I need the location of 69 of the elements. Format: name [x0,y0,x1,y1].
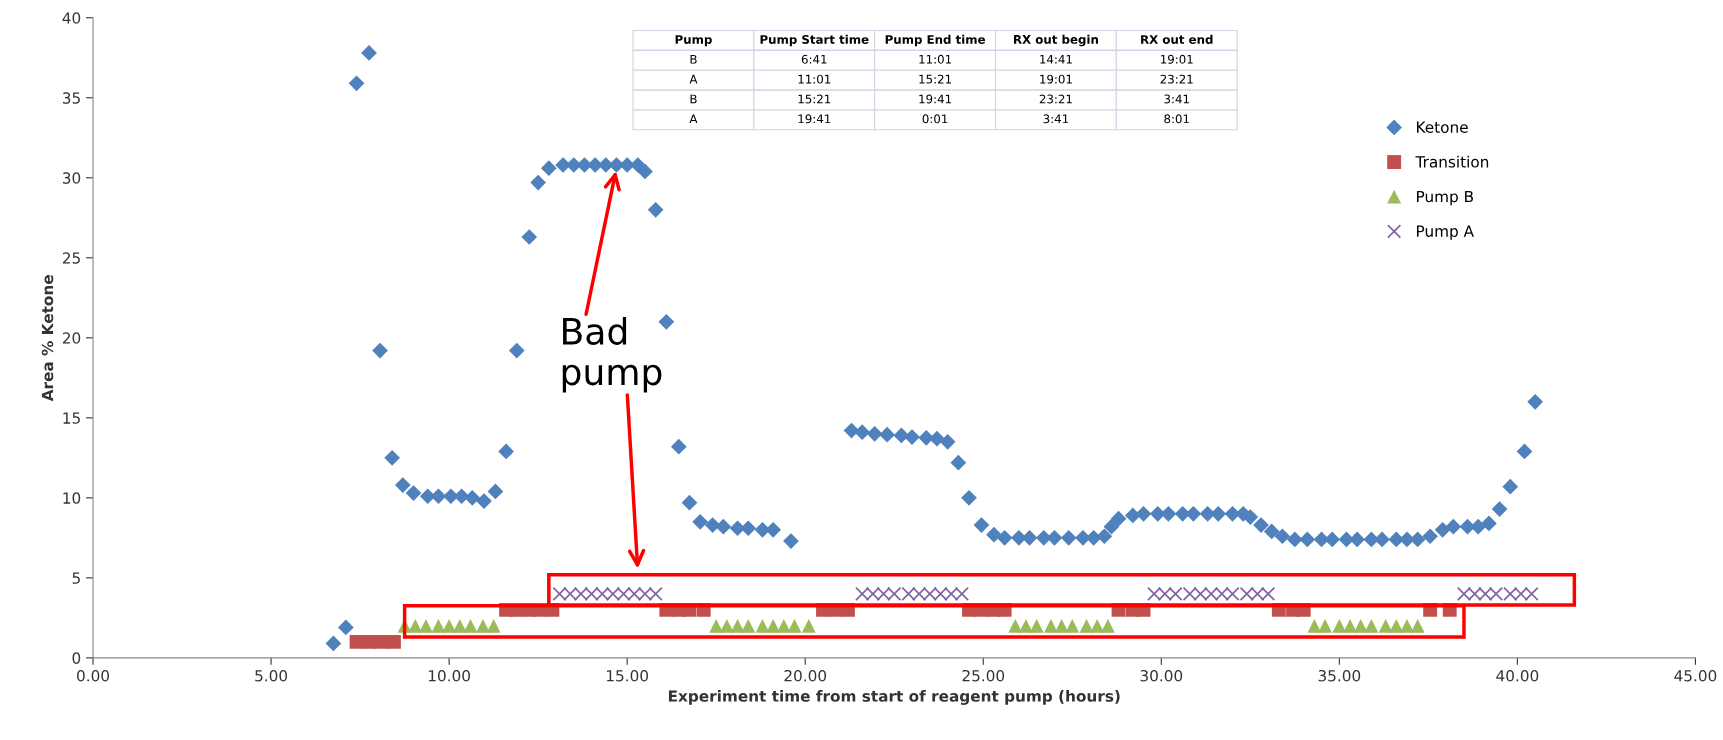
text: B 6:41 11:01 14:41 19:01 [690,54,1193,64]
legend-label: Pump B [1417,190,1473,206]
point [766,618,781,633]
y-tick-label: 5 [72,572,80,584]
point [463,618,478,633]
x-tick-label: 0.00 [77,669,110,682]
point [1307,618,1322,633]
point [419,618,433,633]
point [776,618,791,633]
point [486,618,501,633]
x-tick-label: 30.00 [1140,669,1183,682]
point [801,618,816,633]
point [1054,618,1069,633]
point [1378,618,1393,633]
point [1332,618,1347,633]
point [741,618,756,633]
point [1090,618,1105,633]
point [1400,618,1414,633]
point [1343,618,1357,633]
x-tick-label: 45.00 [1674,669,1717,682]
point [408,618,423,633]
point [1008,618,1023,633]
point [709,618,724,633]
point [1364,618,1379,633]
text: Pump Pump Start time Pump End time RX out begin RX out end [675,34,1213,47]
point [452,618,467,633]
point [1019,618,1033,633]
x-tick-label: 15.00 [606,669,649,682]
text: A 19:41 0:01 3:41 8:01 [689,114,1189,124]
y-tick-label: 15 [63,412,80,424]
point [787,618,802,633]
legend-label: Transition [1415,155,1489,168]
x-tick-label: 25.00 [962,669,1005,682]
point [730,618,745,633]
point [1410,618,1425,633]
legend-label: Ketone [1417,121,1468,133]
x-axis-title: Experiment time from start of reagent pump (hours) [668,690,1120,705]
legend-label: Pump A [1417,225,1474,240]
point [1029,618,1044,633]
text: B 15:21 19:41 23:21 3:41 [690,94,1189,104]
y-tick-label: 25 [62,252,80,264]
y-tick-label: 35 [62,92,80,104]
y-axis-title: Area % Ketone [41,275,54,402]
y-tick-label: 10 [63,492,81,504]
y-tick-label: 30 [62,172,81,184]
y-tick-label: 0 [72,652,81,664]
point [1065,618,1080,633]
y-tick-label: 40 [62,12,81,24]
point [442,618,457,633]
text: A 11:01 15:21 19:01 23:21 [689,74,1193,84]
point [1100,618,1115,633]
x-tick-label: 5.00 [255,669,288,682]
x-tick-label: 40.00 [1496,669,1539,682]
point [1353,618,1368,633]
x-tick-label: 35.00 [1318,669,1361,682]
x-tick-label: 10.00 [428,669,470,682]
point [1389,618,1404,633]
point [1318,618,1333,633]
point [719,618,734,633]
point [362,634,376,649]
point [476,618,490,633]
point [386,634,401,649]
x-tick-label: 20.00 [784,669,827,682]
point [1043,618,1058,633]
y-tick-label: 20 [62,332,81,344]
point [1079,618,1094,633]
point [431,618,446,633]
annotation: Bad pump [562,317,662,393]
point [755,618,770,633]
